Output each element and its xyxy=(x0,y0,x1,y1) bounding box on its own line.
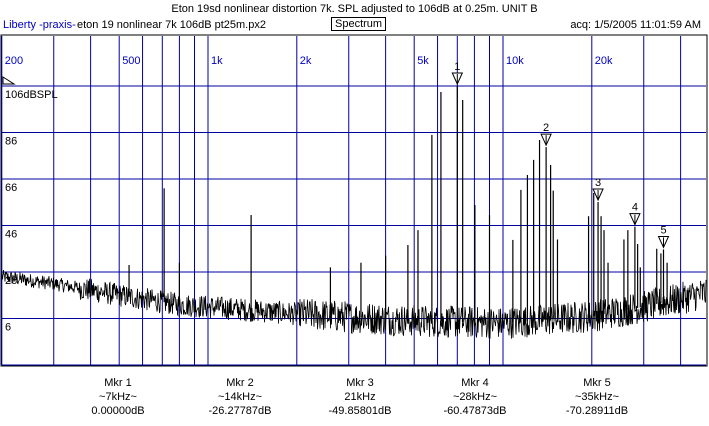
spectrum-trace xyxy=(1,269,707,339)
chart-title: Eton 19sd nonlinear distortion 7k. SPL a… xyxy=(171,3,538,15)
mode-button[interactable]: Spectrum xyxy=(331,17,387,31)
marker-label: 2 xyxy=(543,122,549,134)
marker-readout-name: Mkr 1 xyxy=(104,377,132,389)
marker-readout-name: Mkr 2 xyxy=(226,377,254,389)
marker-readout-freq: ~7kHz~ xyxy=(99,391,137,403)
marker-readout-freq: ~28kHz~ xyxy=(452,391,498,403)
marker-label: 3 xyxy=(595,177,601,189)
marker-label: 1 xyxy=(454,61,460,73)
marker-readout-freq: 21kHz xyxy=(344,391,376,403)
x-tick-label: 1k xyxy=(211,55,223,67)
marker-readout-value: -49.85801dB xyxy=(328,405,392,417)
y-tick-label: 66 xyxy=(5,182,17,194)
marker-readout-value: -26.27787dB xyxy=(208,405,272,417)
marker-readout: Mkr 5 ~35kHz~ -70.28911dB xyxy=(537,376,657,418)
marker-readout-value: 0.00000dB xyxy=(91,405,145,417)
x-tick-label: 5k xyxy=(417,55,429,67)
marker-readout-freq: ~35kHz~ xyxy=(574,391,620,403)
x-tick-label: 20k xyxy=(595,55,613,67)
marker-readout: Mkr 1 ~7kHz~ 0.00000dB xyxy=(58,376,178,418)
marker-label: 5 xyxy=(660,224,666,236)
brand-link[interactable]: Liberty -praxis- xyxy=(3,19,76,31)
file-name: eton 19 nonlinear 7k 106dB pt25m.px2 xyxy=(77,19,266,31)
marker-readout-name: Mkr 3 xyxy=(346,377,374,389)
y-tick-label: 86 xyxy=(5,136,17,148)
y-tick-label: 6 xyxy=(5,322,11,334)
x-tick-label: 500 xyxy=(122,55,140,67)
marker-readout: Mkr 4 ~28kHz~ -60.47873dB xyxy=(415,376,535,418)
marker-readout-name: Mkr 5 xyxy=(583,377,611,389)
y-tick-label: 106dBSPL xyxy=(5,89,58,101)
marker-readout-value: -60.47873dB xyxy=(443,405,507,417)
y-tick-label: 46 xyxy=(5,229,17,241)
marker-label: 4 xyxy=(632,202,638,214)
marker-readout-freq: ~14kHz~ xyxy=(217,391,263,403)
x-tick-label: 2k xyxy=(300,55,312,67)
marker-readout-value: -70.28911dB xyxy=(565,405,629,417)
acquisition-timestamp: acq: 1/5/2005 11:01:59 AM xyxy=(570,19,701,31)
marker-readout-name: Mkr 4 xyxy=(461,377,489,389)
x-tick-label: 10k xyxy=(506,55,524,67)
scale-corner-icon xyxy=(2,76,16,85)
x-tick-label: 200 xyxy=(5,55,23,67)
marker-readout: Mkr 2 ~14kHz~ -26.27787dB xyxy=(180,376,300,418)
marker-readout: Mkr 3 21kHz -49.85801dB xyxy=(300,376,420,418)
